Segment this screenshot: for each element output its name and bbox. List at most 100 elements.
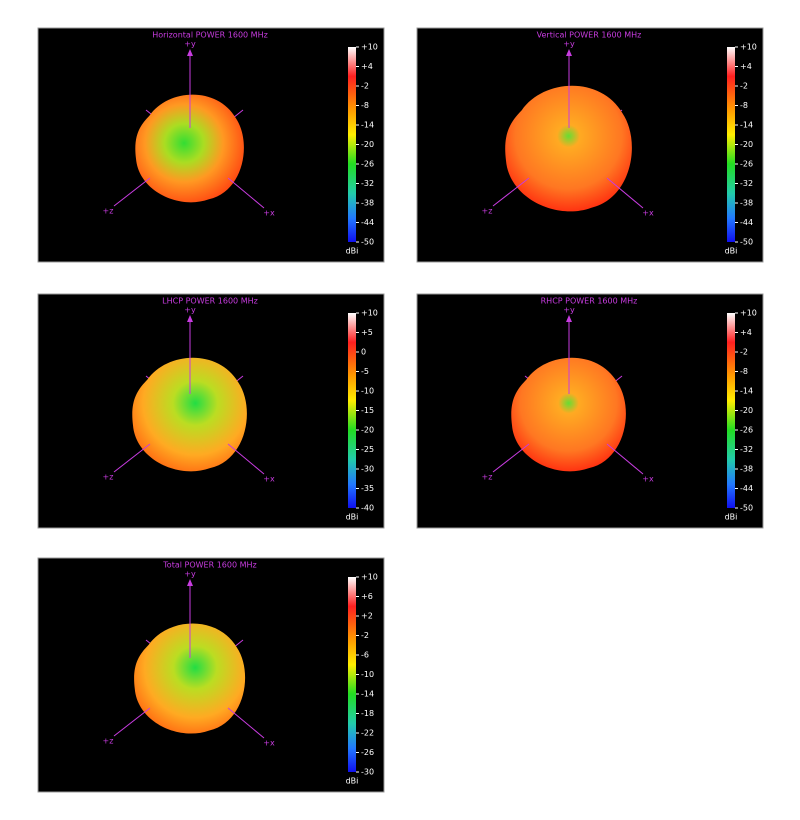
arrow	[566, 49, 572, 56]
colorbar-tick-label: +10	[361, 309, 378, 318]
colorbar-tick-label: -20	[740, 140, 753, 149]
colorbar-unit: dBi	[725, 513, 738, 522]
colorbar-tick-label: +10	[740, 309, 757, 318]
axis-z	[113, 707, 151, 737]
colorbar-tick-label: -22	[361, 729, 374, 738]
colorbar-tick-label: +5	[361, 328, 373, 337]
axis-x	[227, 707, 265, 739]
axis-z	[492, 443, 530, 473]
axis-z	[113, 443, 151, 473]
axis-label: +y	[563, 40, 575, 49]
colorbar-tick-label: -50	[740, 504, 753, 513]
colorbar-tick-label: +4	[740, 328, 752, 337]
axis-x	[227, 177, 265, 209]
pattern-surface	[505, 85, 632, 212]
colorbar-tick-label: -44	[361, 218, 374, 227]
colorbar	[348, 47, 356, 242]
colorbar	[348, 313, 356, 508]
colorbar-tick-label: -14	[361, 690, 374, 699]
colorbar-tick-label: -38	[740, 199, 753, 208]
axis-label: +y	[184, 40, 196, 49]
colorbar-unit: dBi	[346, 247, 359, 256]
colorbar-unit: dBi	[346, 777, 359, 786]
axis-label: +x	[642, 475, 654, 484]
colorbar-tick-label: -26	[361, 160, 374, 169]
colorbar-tick-label: -2	[740, 82, 748, 91]
axis-label: +x	[263, 475, 275, 484]
axis-x	[606, 177, 644, 209]
panel-title: Total POWER 1600 MHz	[162, 561, 256, 570]
axis-label: +y	[184, 570, 196, 579]
axis-x	[606, 443, 644, 475]
panel-title: Horizontal POWER 1600 MHz	[152, 31, 268, 40]
colorbar-tick-label: -30	[361, 768, 374, 777]
colorbar-tick-label: +10	[361, 573, 378, 582]
axis-z	[113, 177, 151, 207]
colorbar-tick-label: -44	[740, 218, 753, 227]
colorbar-tick-label: -10	[361, 387, 374, 396]
colorbar-tick-label: -44	[740, 484, 753, 493]
colorbar-unit: dBi	[346, 513, 359, 522]
axis-label: +x	[263, 739, 275, 748]
colorbar-tick-label: -2	[361, 631, 369, 640]
axis-label: +x	[263, 209, 275, 218]
colorbar-tick-label: -14	[361, 121, 374, 130]
axis-label: +z	[482, 207, 493, 216]
axis-label: +z	[103, 737, 114, 746]
colorbar-tick-label: -32	[361, 179, 374, 188]
colorbar	[727, 313, 735, 508]
arrow	[187, 49, 193, 56]
pattern-surface	[132, 357, 247, 472]
colorbar-tick-label: -14	[740, 121, 753, 130]
pattern-surface	[511, 357, 626, 472]
colorbar-tick-label: -10	[361, 670, 374, 679]
colorbar-tick-label: -26	[740, 426, 753, 435]
colorbar-tick-label: -38	[740, 465, 753, 474]
colorbar-tick-label: -20	[361, 426, 374, 435]
axis-label: +z	[103, 473, 114, 482]
colorbar-tick-label: -32	[740, 445, 753, 454]
axis-label: +x	[642, 209, 654, 218]
colorbar-tick-label: -50	[740, 238, 753, 247]
colorbar-tick-label: +4	[740, 62, 752, 71]
colorbar-tick-label: -2	[740, 348, 748, 357]
colorbar-tick-label: -20	[361, 140, 374, 149]
colorbar	[348, 577, 356, 772]
panel-title: LHCP POWER 1600 MHz	[162, 297, 258, 306]
colorbar-tick-label: +4	[361, 62, 373, 71]
colorbar-tick-label: -26	[361, 748, 374, 757]
colorbar-unit: dBi	[725, 247, 738, 256]
arrow	[566, 315, 572, 322]
arrow	[187, 579, 193, 586]
colorbar-tick-label: -8	[361, 101, 369, 110]
axis-label: +z	[482, 473, 493, 482]
colorbar-tick-label: +2	[361, 612, 373, 621]
colorbar-tick-label: -14	[740, 387, 753, 396]
colorbar-tick-label: +10	[740, 43, 757, 52]
pattern-surface	[134, 623, 246, 734]
colorbar-tick-label: -35	[361, 484, 374, 493]
panel-title: RHCP POWER 1600 MHz	[541, 297, 638, 306]
colorbar-tick-label: -8	[740, 367, 748, 376]
pattern-surface	[135, 94, 244, 203]
colorbar-tick-label: -38	[361, 199, 374, 208]
colorbar-tick-label: -2	[361, 82, 369, 91]
axis-label: +y	[184, 306, 196, 315]
colorbar-tick-label: 0	[361, 348, 366, 357]
colorbar-tick-label: +6	[361, 592, 373, 601]
axis-z	[492, 177, 530, 207]
colorbar-tick-label: -25	[361, 445, 374, 454]
colorbar-tick-label: +10	[361, 43, 378, 52]
colorbar-tick-label: -6	[361, 651, 369, 660]
colorbar-tick-label: -18	[361, 709, 374, 718]
colorbar-tick-label: -5	[361, 367, 369, 376]
colorbar-tick-label: -40	[361, 504, 374, 513]
colorbar-tick-label: -8	[740, 101, 748, 110]
colorbar-tick-label: -30	[361, 465, 374, 474]
colorbar-tick-label: -20	[740, 406, 753, 415]
colorbar-tick-label: -50	[361, 238, 374, 247]
axis-label: +z	[103, 207, 114, 216]
colorbar	[727, 47, 735, 242]
